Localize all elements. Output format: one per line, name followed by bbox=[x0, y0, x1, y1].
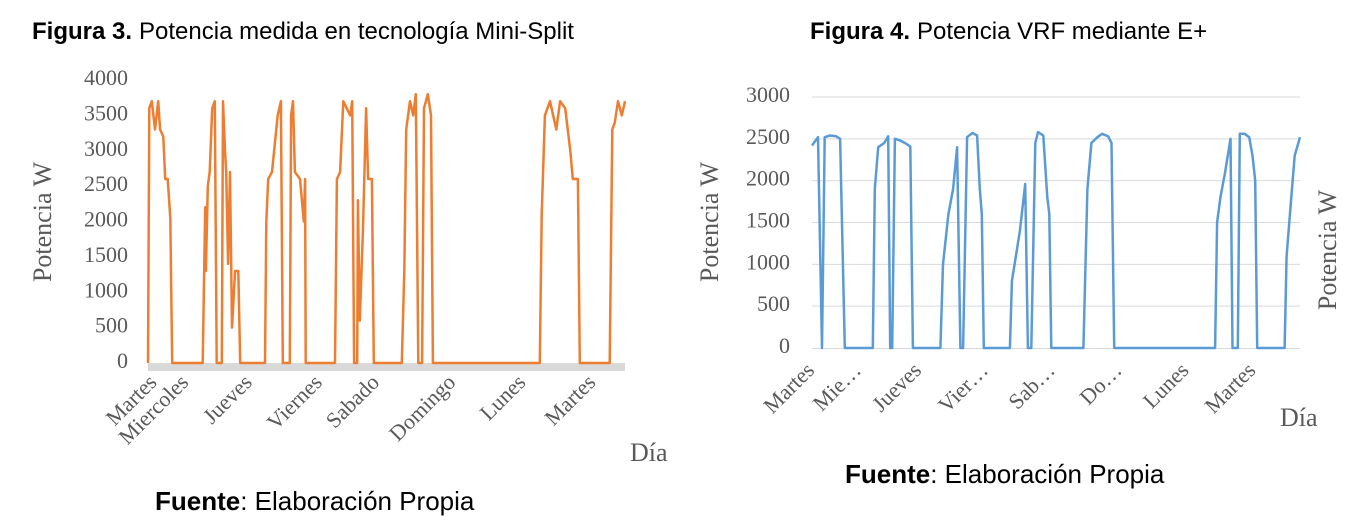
y-tick-label: 500 bbox=[757, 291, 790, 316]
y-tick-label: 2000 bbox=[84, 207, 128, 232]
y-tick-label: 3000 bbox=[84, 136, 128, 161]
y-tick-label: 2500 bbox=[84, 171, 128, 196]
x-tick-label: Sabado bbox=[321, 369, 384, 432]
x-tick-label: Lunes bbox=[1138, 357, 1194, 413]
x-tick-label: Jueves bbox=[198, 369, 257, 428]
chart-panel: Figura 3. Potencia medida en tecnología M… bbox=[28, 18, 668, 516]
y-tick-label: 500 bbox=[95, 313, 128, 338]
y-tick-label: 4000 bbox=[84, 65, 128, 90]
y-axis-label: Potencia W bbox=[695, 161, 724, 282]
y-tick-label: 2000 bbox=[746, 166, 790, 191]
x-tick-label: Do… bbox=[1074, 357, 1126, 409]
chart-title: Figura 3. Potencia medida en tecnología M… bbox=[32, 18, 574, 45]
source-note: Fuente: Elaboración Propia bbox=[155, 486, 475, 516]
x-tick-label: Martes bbox=[1199, 357, 1260, 418]
source-prefix: Fuente bbox=[845, 459, 930, 489]
title-prefix: Figura 3. bbox=[32, 18, 132, 45]
y-tick-label: 1500 bbox=[84, 242, 128, 267]
x-tick-label: Sab… bbox=[1003, 357, 1060, 414]
x-tick-label: Vier… bbox=[933, 357, 993, 417]
x-axis-label: Día bbox=[1280, 403, 1318, 432]
x-tick-label: Domingo bbox=[384, 369, 460, 445]
x-tick-label: Martes bbox=[758, 357, 819, 418]
y-tick-label: 0 bbox=[779, 333, 790, 358]
title-text: Potencia medida en tecnología Mini-Split bbox=[139, 18, 574, 45]
data-line bbox=[810, 130, 1302, 350]
source-text: : Elaboración Propia bbox=[240, 486, 475, 516]
y-tick-label: 1000 bbox=[84, 277, 128, 302]
y-tick-label: 3500 bbox=[84, 100, 128, 125]
x-tick-label: Martes bbox=[539, 369, 600, 430]
x-tick-label: Lunes bbox=[475, 369, 531, 425]
y-tick-label: 1000 bbox=[746, 249, 790, 274]
y-tick-label: 3000 bbox=[746, 82, 790, 107]
title-prefix: Figura 4. bbox=[810, 18, 910, 45]
x-tick-label: Viernes bbox=[262, 369, 327, 434]
chart-panel: Figura 4. Potencia VRF mediante E+ 0 500 100… bbox=[695, 18, 1342, 489]
source-note: Fuente: Elaboración Propia bbox=[845, 459, 1165, 489]
x-tick-label: Mie… bbox=[808, 357, 866, 415]
chart-title: Figura 4. Potencia VRF mediante E+ bbox=[810, 18, 1207, 45]
y2-axis-label: Potencia W bbox=[1313, 189, 1342, 310]
y-axis-label: Potencia W bbox=[28, 161, 57, 282]
y-tick-label: 1500 bbox=[746, 208, 790, 233]
source-prefix: Fuente bbox=[155, 486, 240, 516]
x-axis-label: Día bbox=[630, 438, 668, 467]
source-text: : Elaboración Propia bbox=[930, 459, 1165, 489]
y-tick-label: 0 bbox=[117, 348, 128, 373]
x-tick-label: Jueves bbox=[867, 357, 926, 416]
title-text: Potencia VRF mediante E+ bbox=[917, 18, 1207, 45]
y-tick-label: 2500 bbox=[746, 124, 790, 149]
data-line bbox=[146, 92, 627, 365]
